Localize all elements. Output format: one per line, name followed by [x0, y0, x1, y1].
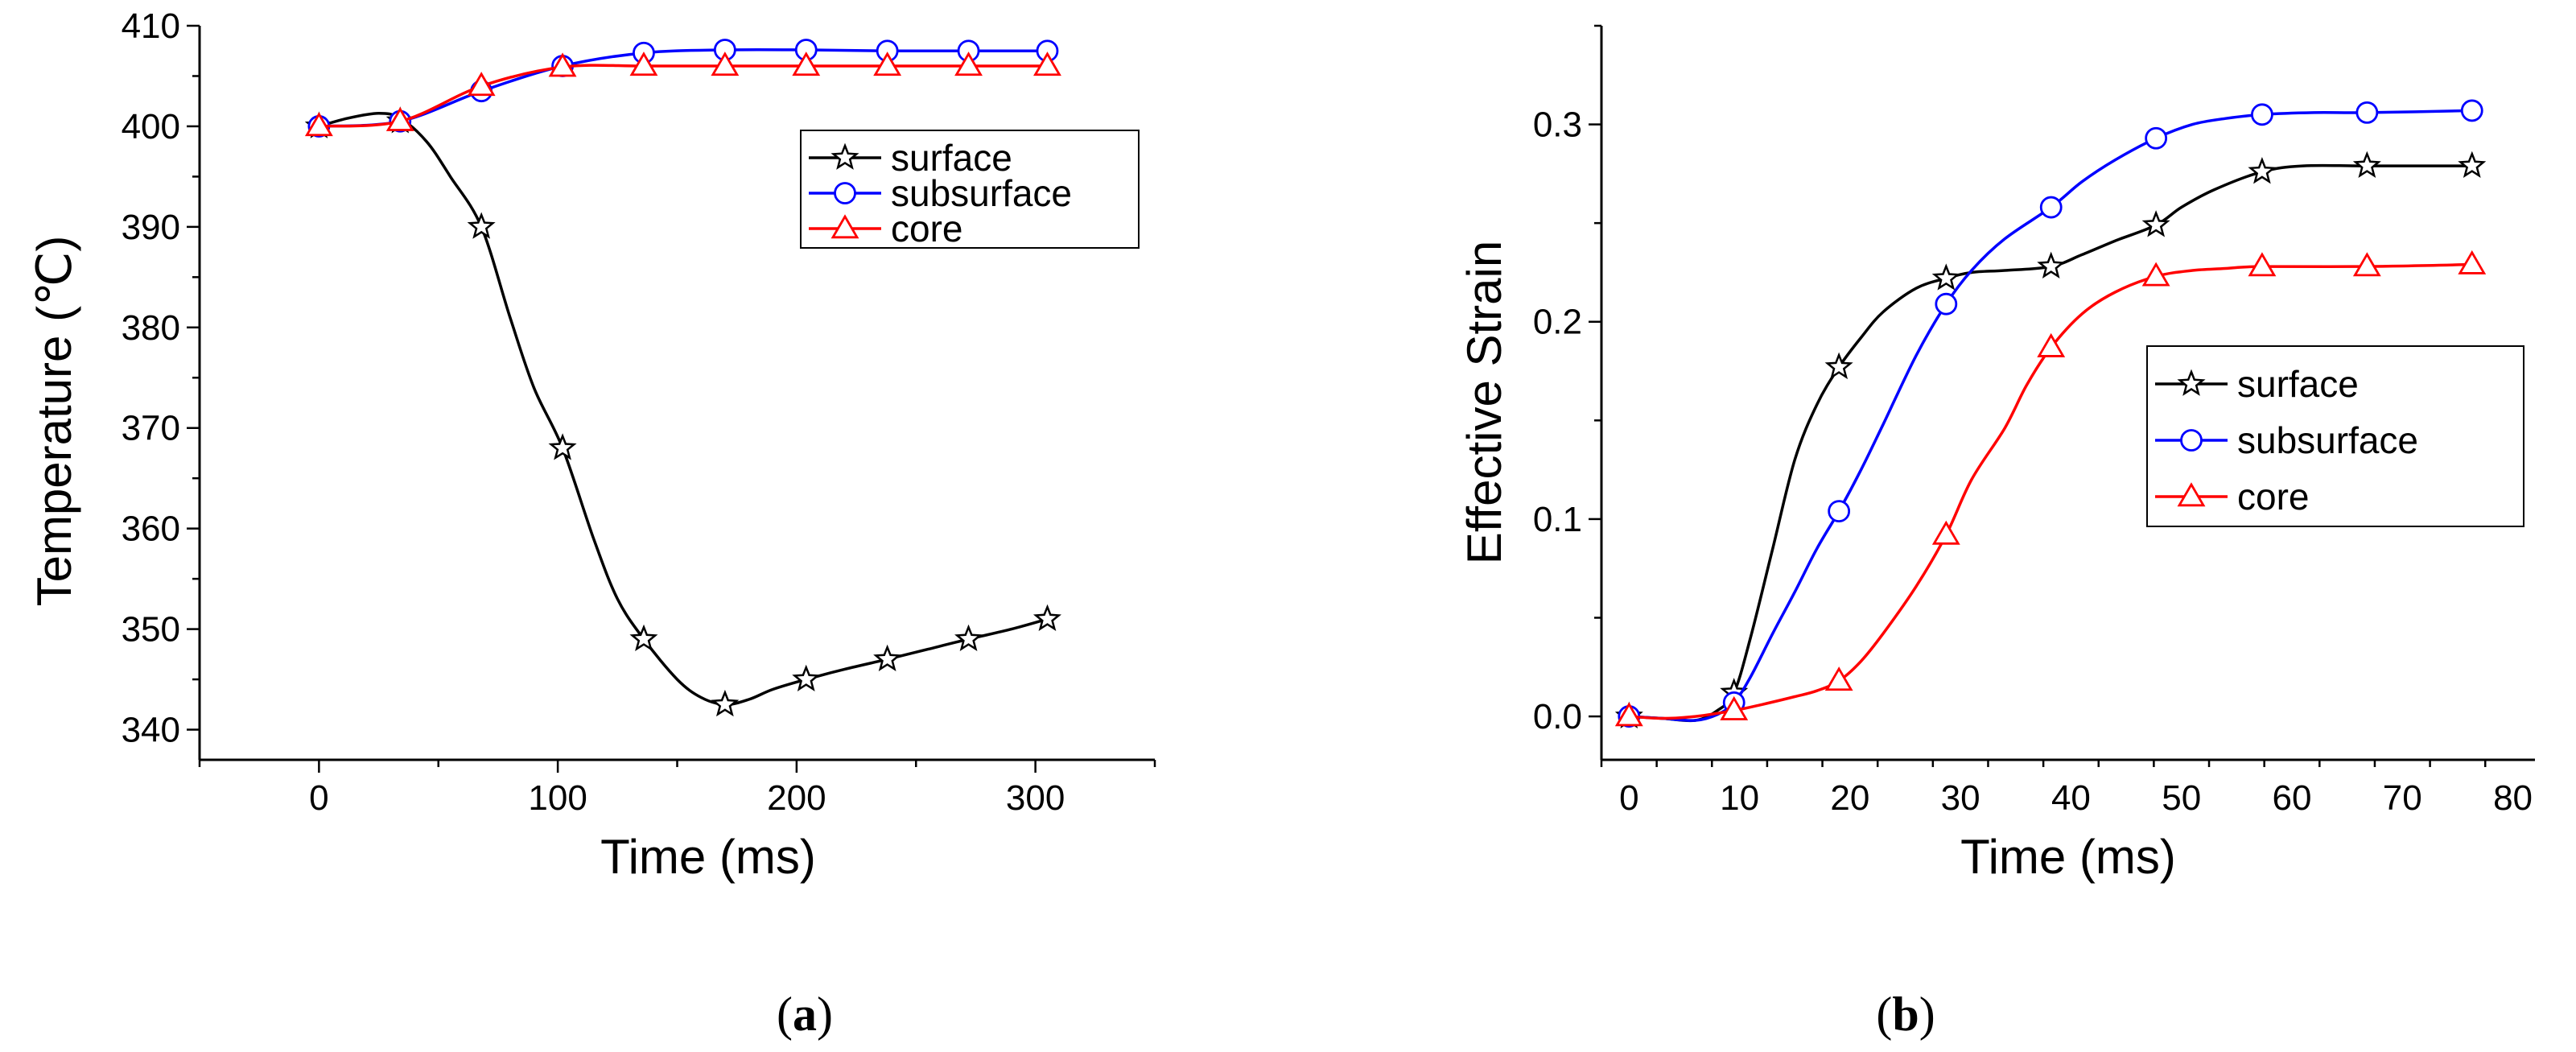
panel-b-series-core-point: [1614, 702, 1643, 727]
panel-a-y-axis-title: Temperature (℃): [27, 236, 81, 607]
panel-a-x-tick-label: 100: [528, 778, 587, 818]
panel-b-series-surface-point: [2352, 151, 2381, 178]
panel-a-series-core-point: [385, 106, 414, 131]
panel-b-series-subsurface-point: [1935, 292, 1958, 316]
panel-b-x-axis-title: Time (ms): [1960, 830, 2176, 884]
panel-a-series-core-point: [629, 52, 658, 76]
panel-b-x-tick-label: 10: [1720, 778, 1759, 818]
panel-b-legend-marker-subsurface: [2180, 429, 2203, 452]
panel-b-series-surface-point: [2141, 210, 2170, 237]
panel-a-legend-marker-core: [831, 214, 859, 239]
panel-a-series-core-point: [304, 112, 333, 137]
panel-a-y-tick-label: 340: [122, 711, 180, 750]
panel-a-y-tick-label: 410: [122, 6, 180, 46]
panel-b-caption: (b): [1876, 988, 1935, 1041]
panel-b-series-core-point: [1824, 666, 1853, 691]
panel-b-series-surface-point: [2248, 156, 2277, 184]
panel-b-legend-marker-core: [2177, 482, 2206, 507]
panel-a-legend-marker-surface: [831, 142, 859, 170]
panel-b-series-subsurface-point: [2251, 103, 2273, 126]
panel-b-y-tick-label: 0.2: [1533, 303, 1582, 342]
panel-a-temperature-chart: 0 100 200 300 340 350 360 370 380 390 400 410 Time …: [27, 6, 1156, 1041]
panel-a-caption-letter: a: [793, 988, 817, 1041]
panel-a-series-surface-point: [629, 624, 658, 651]
panel-a-legend-label-core: core: [891, 208, 962, 250]
panel-b-x-tick-label: 20: [1830, 778, 1869, 818]
panel-b-series-surface-point: [1824, 352, 1853, 380]
panel-b-legend-label-subsurface: subsurface: [2237, 419, 2418, 461]
panel-b-caption-letter: b: [1892, 988, 1919, 1041]
panel-b-strain-chart: 0 10 20 30 40 50 60 70 800.00.10.20.3 Time (ms) …: [1457, 24, 2535, 1041]
panel-b-series-subsurface-point: [2145, 126, 2168, 150]
panel-b-x-tick-label: 70: [2383, 778, 2422, 818]
panel-a-legend-label-surface: surface: [891, 137, 1012, 179]
panel-b-legend-label-core: core: [2237, 476, 2309, 518]
panel-a-x-tick-label: 300: [1006, 778, 1065, 818]
panel-a-y-tick-label: 380: [122, 308, 180, 348]
panel-a-series-core-point: [792, 52, 821, 76]
panel-a-y-tick-label: 400: [122, 107, 180, 146]
panel-b-series-core-point: [2037, 332, 2066, 357]
panel-b-legend-marker-surface: [2177, 369, 2206, 396]
panel-b-series-surface-point: [2458, 151, 2487, 178]
panel-a-x-tick-label: 0: [309, 778, 328, 818]
panel-a-y-tick-label: 390: [122, 208, 180, 247]
panel-a-series-core-point: [548, 52, 577, 77]
panel-a-legend-marker-subsurface: [834, 182, 856, 204]
panel-b-x-tick-label: 40: [2051, 778, 2091, 818]
panel-a-y-tick-label: 370: [122, 409, 180, 448]
panel-a-series-core-line: [319, 64, 1048, 128]
panel-a-caption: (a): [777, 988, 833, 1041]
panel-b-x-tick-label: 50: [2162, 778, 2201, 818]
panel-a-plot-area: 0 100 200 300 340 350 360 370 380 390 400 410: [122, 6, 1156, 818]
panel-b-y-tick-label: 0.1: [1533, 500, 1582, 539]
panel-b-x-tick-label: 0: [1619, 778, 1638, 818]
panel-a-series-core-point: [467, 72, 496, 97]
panel-a-series-surface-point: [548, 433, 577, 460]
panel-a-series-surface-point: [792, 664, 821, 691]
panel-b-series-core-point: [2352, 252, 2381, 277]
panel-b-legend: surface subsurface core: [2146, 345, 2524, 527]
panel-a-x-tick-label: 200: [767, 778, 826, 818]
panel-b-series-subsurface-point: [2460, 99, 2483, 122]
panel-b-y-axis-title: Effective Strain: [1457, 241, 1511, 564]
panel-a-x-axis-title: Time (ms): [600, 830, 816, 884]
panel-a-y-tick-label: 360: [122, 509, 180, 549]
panel-a-legend-label-subsurface: subsurface: [891, 172, 1072, 214]
panel-b-series-surface-point: [1931, 263, 1960, 291]
panel-b-x-tick-label: 80: [2493, 778, 2533, 818]
panel-b-series-core-point: [1720, 695, 1749, 720]
panel-b-y-tick-label: 0.0: [1533, 697, 1582, 736]
panel-b-series-core-point: [2248, 252, 2277, 277]
panel-a-legend-box: [800, 130, 1140, 249]
panel-a-series-core-point: [1033, 52, 1061, 76]
panel-b-plot-area: 0 10 20 30 40 50 60 70 80 0.0 0.1 0.2 0.3: [1533, 24, 2535, 818]
panel-a-series-surface-point: [954, 624, 983, 651]
panel-a-series-surface-point: [1032, 604, 1061, 631]
panel-a-series-core-point: [711, 52, 740, 76]
panel-a-series-surface-point: [711, 689, 740, 717]
panel-a-series-surface-point: [873, 644, 902, 671]
panel-b-series-subsurface-point: [2039, 196, 2063, 219]
panel-b-series-surface-point: [2037, 251, 2066, 278]
panel-b-y-tick-label: 0.3: [1533, 105, 1582, 145]
panel-b-series-subsurface-point: [2355, 101, 2379, 124]
panel-b-series-surface-line: [1629, 163, 2472, 723]
panel-b-series-core-line: [1629, 262, 2472, 720]
panel-b-series-core-point: [2458, 250, 2487, 274]
panel-a-series-surface-point: [467, 212, 496, 239]
panel-b-series-core-point: [1931, 520, 1960, 545]
panel-a-series-core-point: [873, 52, 902, 76]
panel-b-legend-label-surface: surface: [2237, 363, 2359, 405]
panel-a-y-tick-label: 350: [122, 610, 180, 650]
panel-b-x-tick-label: 60: [2273, 778, 2312, 818]
panel-b-series-subsurface-point: [1828, 500, 1851, 522]
panel-b-series-core-point: [2141, 262, 2170, 287]
panel-b-x-tick-label: 30: [1941, 778, 1980, 818]
panel-a-series-core-point: [954, 52, 983, 76]
panel-a-series-subsurface-line: [319, 47, 1048, 128]
